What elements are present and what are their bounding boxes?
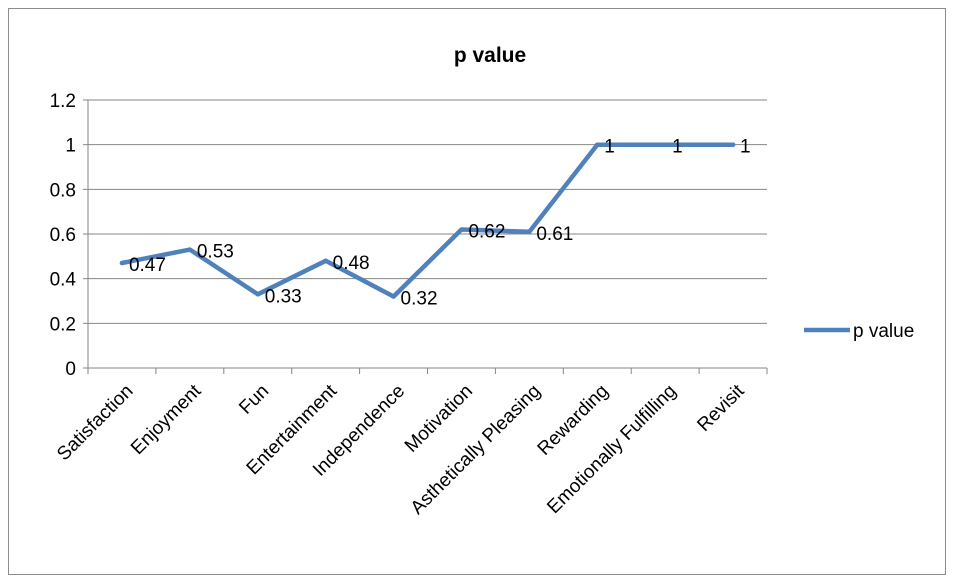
data-label: 0.32 xyxy=(401,289,438,310)
data-label: 0.47 xyxy=(129,255,166,276)
data-label: 0.53 xyxy=(197,242,234,263)
chart-frame xyxy=(8,8,946,575)
y-tick-label: 0.8 xyxy=(50,180,76,201)
x-tick-label: Asthetically Pleasing xyxy=(407,381,545,519)
gridlines xyxy=(88,99,767,324)
x-tick-label: Enjoyment xyxy=(127,380,206,459)
y-tick-label: 0.2 xyxy=(50,314,76,335)
data-label: 0.61 xyxy=(536,224,573,245)
y-axis: 0 0.2 0.4 0.6 0.8 1 1.2 xyxy=(50,91,89,380)
legend-label: p value xyxy=(853,321,914,342)
data-point xyxy=(119,260,125,266)
legend: p value xyxy=(804,321,914,342)
x-tick-label: Emotionally Fulfilling xyxy=(543,381,680,518)
data-label: 0.33 xyxy=(265,286,302,307)
x-tick-label: Satisfaction xyxy=(53,381,137,465)
data-point xyxy=(391,294,396,299)
data-label: 1 xyxy=(740,137,751,158)
x-tick-label: Fun xyxy=(235,381,273,419)
chart-title: p value xyxy=(454,44,526,67)
data-point xyxy=(187,247,193,252)
y-tick-label: 0 xyxy=(65,359,76,380)
data-label: 0.48 xyxy=(333,253,370,274)
series-p-value xyxy=(119,142,736,299)
data-point xyxy=(459,227,464,232)
data-point xyxy=(527,229,532,234)
x-tick-label: Revisit xyxy=(693,380,749,436)
data-label: 1 xyxy=(604,137,615,158)
data-point xyxy=(730,142,736,147)
data-labels: 0.47 0.53 0.33 0.48 0.32 0.62 0.61 1 1 1 xyxy=(129,137,751,310)
y-tick-label: 1 xyxy=(65,136,76,157)
y-tick-label: 0.4 xyxy=(50,270,77,291)
data-label: 0.62 xyxy=(468,222,505,243)
y-tick-label: 0.6 xyxy=(50,225,76,246)
data-point xyxy=(662,142,668,147)
y-tick-label: 1.2 xyxy=(50,91,76,112)
data-point xyxy=(595,142,600,147)
data-point xyxy=(255,292,260,297)
data-point xyxy=(323,258,328,263)
series-line xyxy=(119,142,736,299)
data-label: 1 xyxy=(672,137,683,158)
